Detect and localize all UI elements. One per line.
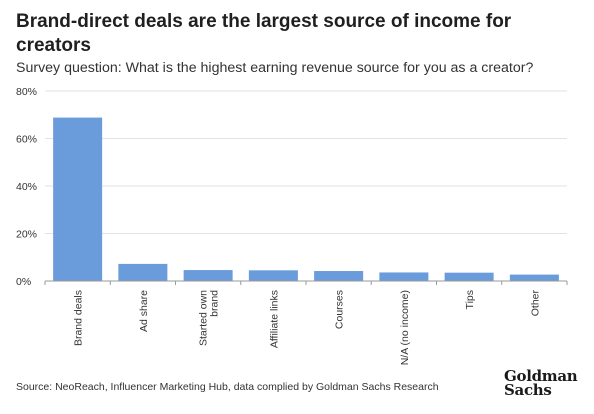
bar: [314, 271, 364, 281]
source-note: Source: NeoReach, Influencer Marketing H…: [16, 381, 439, 393]
y-tick-label: 40%: [16, 181, 37, 193]
logo-line-1: Goldman: [504, 367, 578, 385]
x-tick-label: Other: [529, 290, 541, 317]
x-tick-label-line: Affiliate links: [268, 290, 280, 348]
bar: [53, 117, 103, 281]
x-tick-label-line: Ad share: [138, 290, 150, 332]
x-tick-label: Courses: [334, 290, 346, 329]
x-tick-label-line: brand: [209, 290, 221, 317]
x-tick-label-line: Started own: [198, 290, 210, 346]
x-tick-label: Affiliate links: [268, 290, 280, 348]
x-tick-label: N/A (no income): [399, 290, 411, 365]
x-tick-label: Ad share: [138, 290, 150, 332]
x-tick-label-line: Other: [529, 290, 541, 317]
y-tick-label: 60%: [16, 134, 37, 146]
bar: [379, 272, 429, 281]
bar: [118, 263, 168, 281]
y-tick-label: 0%: [16, 276, 31, 288]
bar: [509, 274, 559, 281]
x-tick-label-line: Courses: [334, 290, 346, 329]
y-tick-label: 20%: [16, 229, 37, 241]
goldman-sachs-logo: Goldman Sachs: [504, 367, 584, 399]
x-tick-label: Started ownbrand: [198, 290, 221, 346]
y-tick-label: 80%: [16, 86, 37, 98]
x-tick-label: Brand deals: [73, 290, 85, 346]
chart-subtitle: Survey question: What is the highest ear…: [16, 60, 534, 76]
x-tick-label-line: N/A (no income): [399, 290, 411, 365]
chart-title: Brand-direct deals are the largest sourc…: [16, 11, 512, 56]
bar: [444, 272, 494, 281]
x-tick-label: Tips: [464, 290, 476, 309]
x-tick-label-line: Brand deals: [73, 290, 85, 346]
x-tick-label-line: Tips: [464, 290, 476, 309]
bar: [183, 270, 233, 281]
logo-line-2: Sachs: [504, 381, 552, 399]
bar: [248, 270, 298, 281]
